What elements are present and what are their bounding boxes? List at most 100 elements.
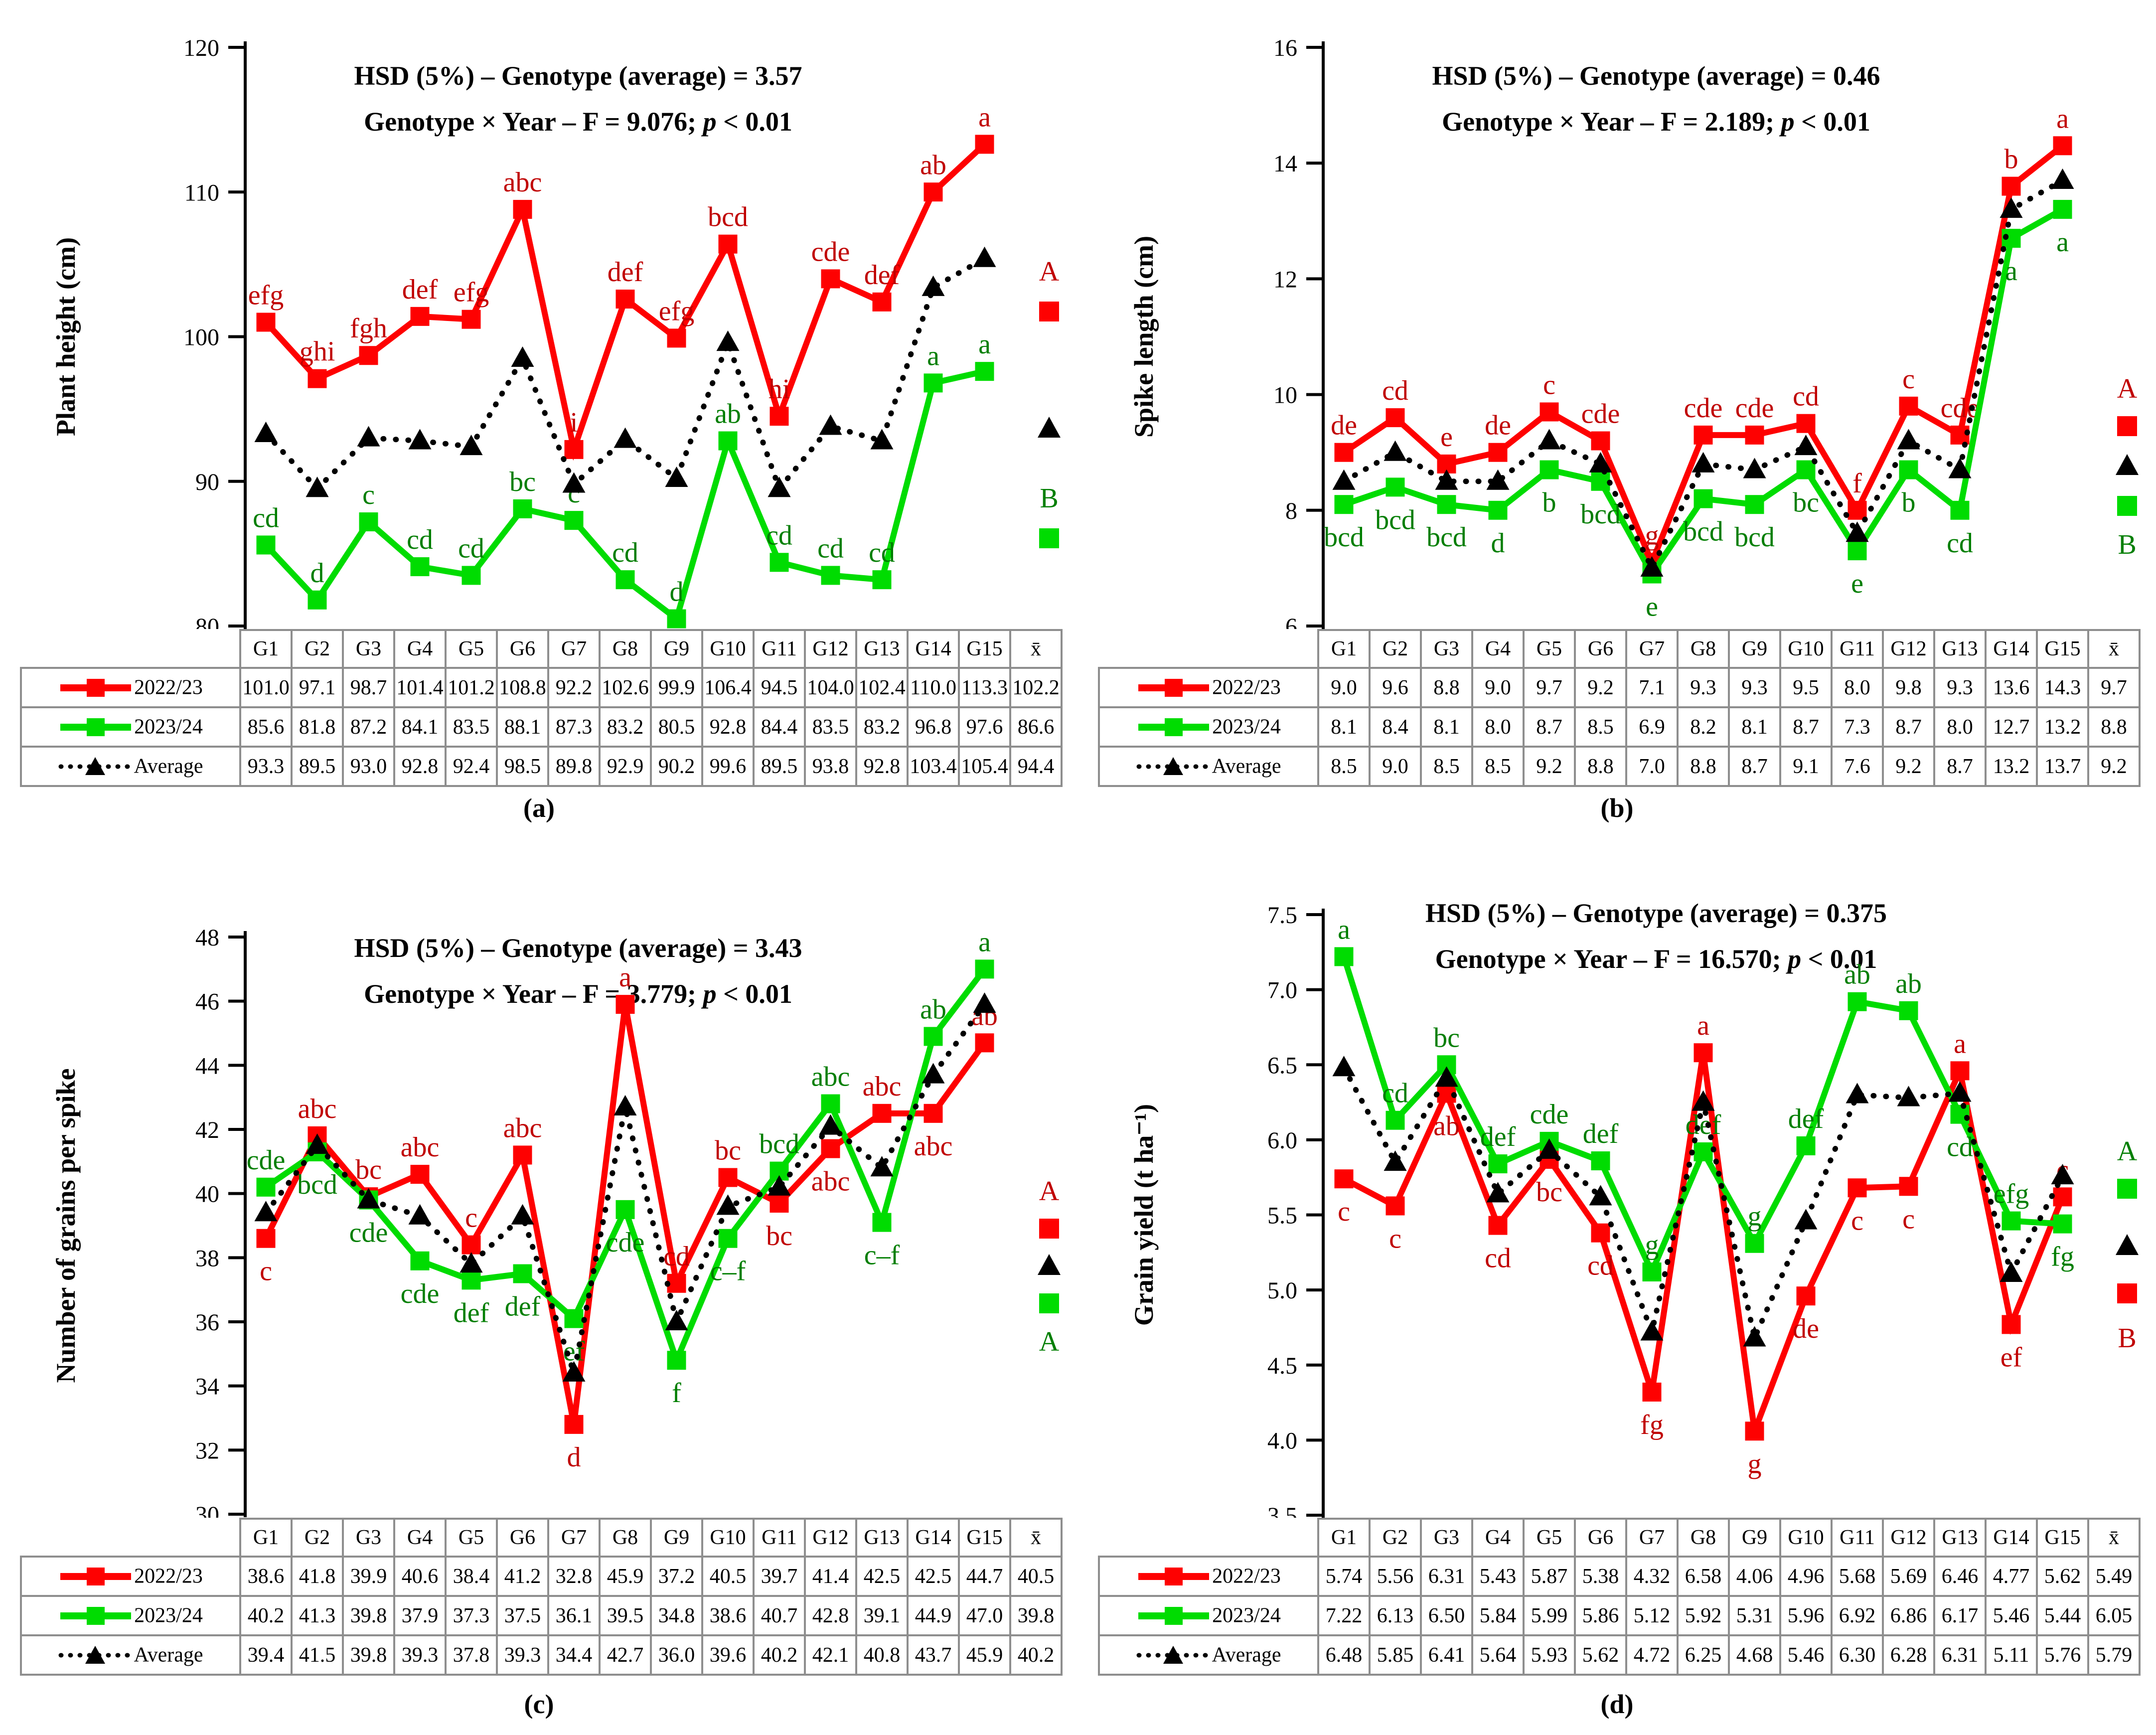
- series-key-cell: 2023/24: [20, 1595, 241, 1636]
- data-point-marker: [1745, 1421, 1764, 1441]
- y-tick-label: 5.5: [1267, 1203, 1297, 1229]
- data-point-marker: [408, 429, 432, 450]
- sig-letter: c: [1338, 1196, 1350, 1227]
- value-cell: 9.2: [1882, 746, 1935, 787]
- value-cell: 8.8: [1574, 746, 1627, 787]
- data-point-marker: [2051, 1164, 2074, 1185]
- genotype-header: G13: [1933, 629, 1987, 669]
- data-point-marker: [870, 429, 894, 450]
- genotype-header: G7: [1625, 629, 1679, 669]
- genotype-header: G1: [1317, 629, 1371, 669]
- value-cell: 41.3: [291, 1595, 344, 1636]
- table-wrap: G1 G2 G3 G4 G5 G6 G7 G8 G9 G10 G11 G12 G13 G14 G15 x̄ 20…: [1098, 1518, 2141, 1676]
- hsd-annotation: HSD (5%) – Genotype (average) = 3.43: [354, 933, 802, 963]
- data-point-marker: [975, 959, 994, 979]
- data-point-marker: [973, 992, 996, 1013]
- table-header-row: G1 G2 G3 G4 G5 G6 G7 G8 G9 G10 G11 G12 G13 G14 G15 x̄: [21, 629, 1063, 669]
- sig-letter: g: [1748, 1448, 1762, 1479]
- sig-letter: c: [260, 1256, 272, 1287]
- sig-letter: cd: [1947, 1132, 1973, 1163]
- value-cell: 5.62: [1574, 1634, 1627, 1676]
- legend-label: B: [1040, 483, 1058, 514]
- genotype-header: G12: [1882, 1518, 1935, 1558]
- y-tick-label: 5.0: [1267, 1277, 1297, 1304]
- value-cell: 8.0: [1471, 706, 1525, 748]
- data-point-marker: [1848, 541, 1867, 561]
- sig-letter: ef: [2001, 1342, 2022, 1373]
- data-point-marker: [256, 535, 276, 555]
- series-line-icon: [1138, 1606, 1210, 1625]
- sig-letter: g: [1645, 520, 1659, 551]
- data-point-marker: [1332, 1056, 1356, 1077]
- data-point-marker: [821, 1139, 840, 1158]
- hsd-annotation: HSD (5%) – Genotype (average) = 0.46: [1432, 61, 1880, 91]
- sig-letter: cde: [1530, 1099, 1569, 1130]
- table-row: 2023/24 7.22 6.13 6.50 5.84 5.99 5.86 5.12 5.92 5…: [1098, 1595, 2141, 1636]
- data-point-marker: [1386, 408, 1405, 428]
- y-tick-label: 48: [195, 925, 219, 951]
- series-line-icon: [1138, 678, 1210, 697]
- value-cell: 96.8: [907, 706, 960, 748]
- sig-letter: cd: [766, 520, 792, 551]
- table-header-row: G1 G2 G3 G4 G5 G6 G7 G8 G9 G10 G11 G12 G13 G14 G15 x̄: [1099, 629, 2141, 669]
- data-point-marker: [357, 1188, 380, 1209]
- value-cell: 98.5: [496, 746, 549, 787]
- genotype-header: G5: [445, 629, 498, 669]
- sig-letter: cde: [247, 1145, 286, 1176]
- y-tick-label: 7.0: [1267, 977, 1297, 1004]
- value-cell: 38.4: [445, 1556, 498, 1597]
- data-point-marker: [513, 499, 532, 518]
- value-cell: 6.28: [1882, 1634, 1935, 1676]
- y-tick-label: 44: [195, 1053, 219, 1079]
- sig-letter: a: [1954, 1028, 1966, 1059]
- y-axis-label: Grain yield (t ha⁻¹): [1129, 1104, 1159, 1326]
- value-cell: 5.62: [2036, 1556, 2089, 1597]
- panel-caption: (c): [524, 1689, 554, 1719]
- data-point-marker: [1846, 521, 1869, 542]
- value-cell: 9.2: [1523, 746, 1576, 787]
- value-cell: 85.6: [239, 706, 293, 748]
- value-cell: 36.1: [547, 1595, 601, 1636]
- y-tick-label: 4.5: [1267, 1353, 1297, 1379]
- value-cell: 103.4: [907, 746, 960, 787]
- value-cell: 6.41: [1420, 1634, 1473, 1676]
- mean-value-cell: 5.49: [2087, 1556, 2141, 1597]
- sig-letter: def: [454, 1297, 489, 1328]
- value-cell: 42.5: [907, 1556, 960, 1597]
- series-name: Average: [1212, 755, 1281, 778]
- value-cell: 8.2: [1677, 706, 1730, 748]
- data-point-marker: [718, 431, 738, 451]
- sig-letter: a: [2056, 103, 2069, 134]
- sig-letter: c–f: [710, 1256, 746, 1287]
- genotype-header: G9: [1728, 629, 1781, 669]
- sig-letter: cde: [811, 236, 850, 267]
- data-point-marker: [667, 328, 686, 348]
- value-cell: 105.4: [958, 746, 1011, 787]
- value-cell: 5.92: [1677, 1595, 1730, 1636]
- value-cell: 8.1: [1420, 706, 1473, 748]
- value-cell: 102.6: [599, 667, 652, 708]
- value-cell: 40.5: [701, 1556, 755, 1597]
- interaction-annotation: Genotype × Year – F = 2.189; p < 0.01: [1442, 107, 1870, 137]
- genotype-header: G9: [650, 629, 703, 669]
- table-row: 2022/23 5.74 5.56 6.31 5.43 5.87 5.38 4.32 6.58 4…: [1098, 1556, 2141, 1597]
- data-point-marker: [410, 1251, 430, 1270]
- data-point-marker: [1540, 460, 1559, 479]
- data-point-marker: [2053, 1214, 2072, 1234]
- data-point-marker: [513, 200, 532, 219]
- series-line-icon: [1138, 1567, 1210, 1585]
- legend-triangle-marker: [1038, 1254, 1061, 1275]
- legend-square-marker: [2117, 1283, 2137, 1303]
- value-cell: 14.3: [2036, 667, 2089, 708]
- panel-caption: (a): [523, 793, 555, 823]
- value-cell: 37.9: [393, 1595, 447, 1636]
- data-point-marker: [1437, 495, 1456, 514]
- genotype-header: G15: [2036, 1518, 2089, 1558]
- value-cell: 87.3: [547, 706, 601, 748]
- genotype-header: G14: [1985, 1518, 2038, 1558]
- sig-letter: c–f: [864, 1240, 900, 1271]
- data-point-marker: [1743, 458, 1766, 478]
- series-line-icon: [60, 718, 132, 736]
- value-cell: 41.2: [496, 1556, 549, 1597]
